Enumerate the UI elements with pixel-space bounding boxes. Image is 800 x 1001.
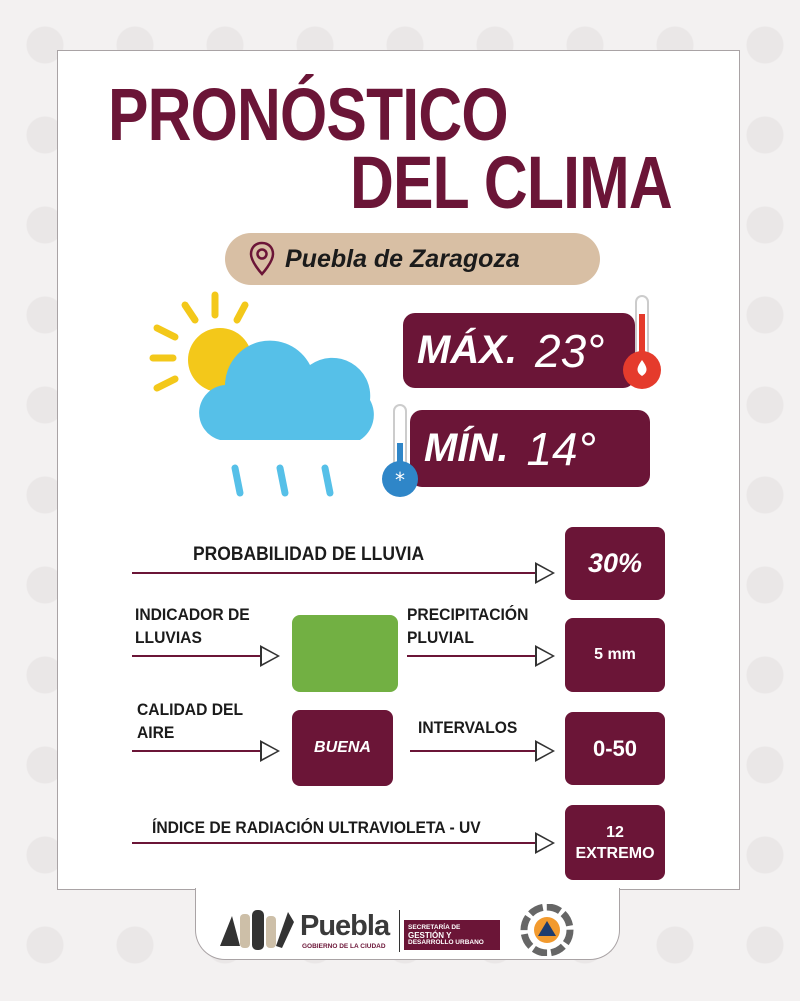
precipitation-label: PRECIPITACIÓN PLUVIAL [407,603,528,649]
max-temp-box: MÁX. 23° [403,313,635,388]
rain-probability-value: 30% [565,527,665,600]
air-quality-value: BUENA [292,710,393,786]
footer-brand: Puebla [300,910,390,942]
intervals-value: 0-50 [565,712,665,785]
map-pin-icon [249,241,275,276]
rain-indicator-label: INDICADOR DE LLUVIAS [135,603,250,649]
uv-value: 12 [606,823,624,841]
location-name: Puebla de Zaragoza [285,244,520,273]
label-line: LLUVIAS [135,628,202,647]
label-line: PLUVIAL [407,628,474,647]
civil-protection-logo-icon [520,904,574,956]
dept-line: SECRETARÍA DE [408,924,461,931]
label-line: CALIDAD DEL [137,700,244,719]
arrow [132,562,555,584]
min-temp-box: MÍN. 14° [410,410,650,487]
rain-indicator-swatch [292,615,398,692]
dept-line: DESARROLLO URBANO [408,939,484,946]
arrow [407,645,555,667]
footer-department: SECRETARÍA DE GESTIÓN Y DESARROLLO URBAN… [404,920,500,950]
precipitation-value: 5 mm [565,618,665,692]
location-pill: Puebla de Zaragoza [225,233,600,285]
intervals-label: INTERVALOS [418,718,518,737]
thermometer-hot-icon [623,295,661,389]
svg-text:*: * [395,468,405,492]
city-crest-logo-icon [220,910,294,950]
arrow [132,740,280,762]
rain-probability-label: PROBABILIDAD DE LLUVIA [193,544,425,565]
divider [399,910,400,952]
min-value: 14° [526,422,596,475]
thermometer-cold-icon: * [382,404,418,497]
arrow [132,832,555,854]
dept-line: GESTIÓN Y [408,930,452,940]
min-label: MÍN. [424,426,509,470]
arrow [410,740,555,762]
title-line2: DEL CLIMA [350,141,673,224]
air-quality-label: CALIDAD DEL AIRE [137,698,243,744]
uv-value-box: 12 EXTREMO [565,805,665,880]
max-label: MÁX. [417,328,517,372]
uv-label: ÍNDICE DE RADIACIÓN ULTRAVIOLETA - UV [152,818,481,837]
label-line: AIRE [137,723,175,742]
footer-brand-sub: GOBIERNO DE LA CIUDAD [302,943,386,950]
uv-level: EXTREMO [575,844,655,862]
label-line: PRECIPITACIÓN [407,605,529,624]
footer-logos: Puebla GOBIERNO DE LA CIUDAD SECRETARÍA … [195,888,620,960]
label-line: INDICADOR DE [135,605,250,624]
max-value: 23° [535,324,605,377]
arrow [132,645,280,667]
sun-cloud-rain-icon [149,291,374,497]
title-line1: PRONÓSTICO [108,73,509,156]
